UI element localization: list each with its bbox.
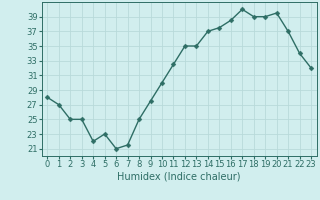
X-axis label: Humidex (Indice chaleur): Humidex (Indice chaleur) [117,172,241,182]
